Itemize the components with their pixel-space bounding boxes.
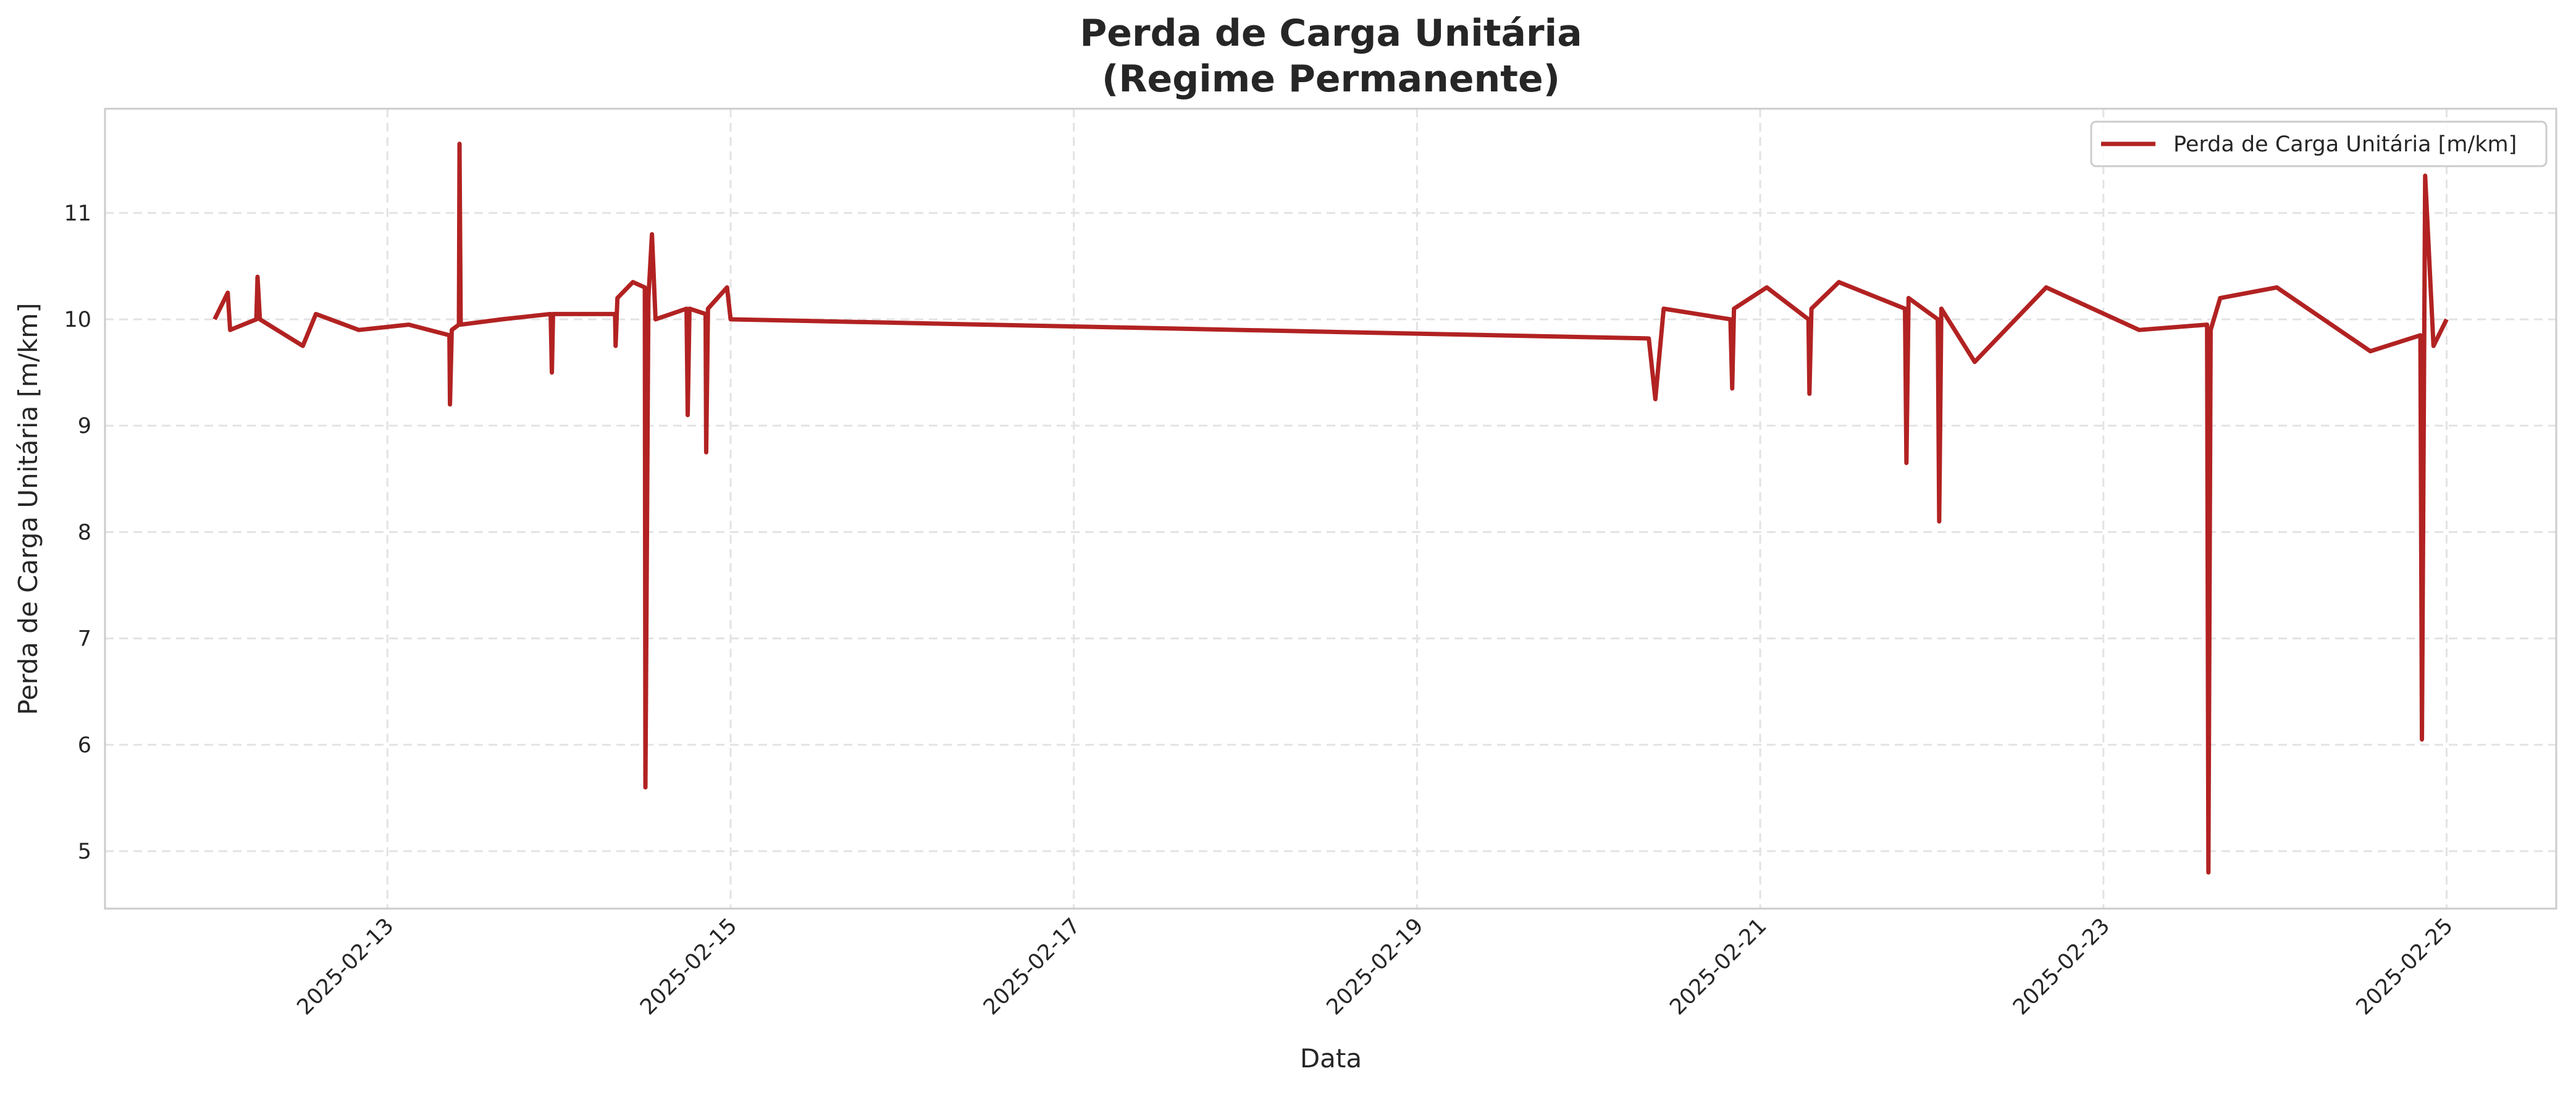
data-line — [212, 141, 2449, 875]
y-tick-label: 7 — [78, 627, 91, 652]
chart-title: (Regime Permanente) — [1102, 57, 1560, 101]
y-tick-label: 10 — [64, 308, 91, 332]
y-tick-label: 6 — [78, 733, 91, 758]
y-tick-label: 8 — [78, 520, 91, 545]
y-tick-label: 5 — [78, 839, 91, 864]
y-tick-label: 9 — [78, 414, 91, 439]
legend-box — [2090, 120, 2548, 167]
plot-frame — [104, 107, 2557, 910]
chart-title: Perda de Carga Unitária — [1080, 12, 1582, 55]
x-axis-label: Data — [1300, 1043, 1362, 1074]
legend-label: Perda de Carga Unitária [m/km] — [2173, 132, 2517, 157]
y-tick-label: 11 — [64, 201, 91, 226]
y-axis-label: Perda de Carga Unitária [m/km] — [13, 303, 43, 715]
